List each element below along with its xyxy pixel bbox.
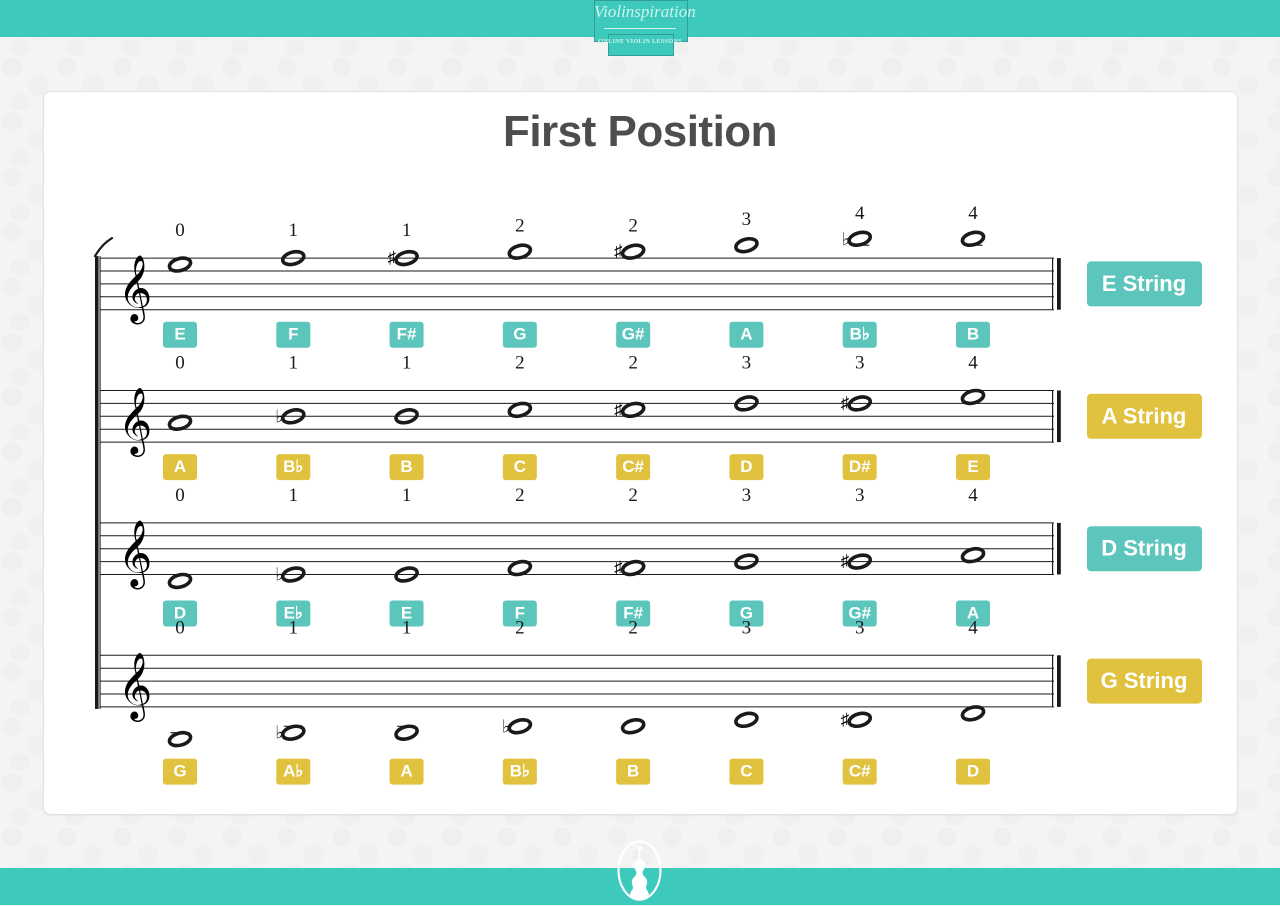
svg-text:D: D [740, 457, 752, 476]
svg-text:D: D [967, 762, 979, 781]
svg-text:B♭: B♭ [510, 762, 530, 781]
svg-text:𝄞: 𝄞 [118, 388, 152, 457]
svg-text:2: 2 [515, 353, 525, 374]
svg-text:0: 0 [175, 617, 185, 638]
svg-text:0: 0 [175, 220, 185, 241]
svg-text:4: 4 [968, 353, 978, 374]
svg-text:A: A [740, 325, 752, 344]
svg-text:B: B [627, 762, 639, 781]
svg-text:0: 0 [175, 485, 185, 506]
svg-text:A: A [174, 457, 186, 476]
svg-text:2: 2 [628, 485, 638, 506]
svg-text:E: E [174, 325, 185, 344]
svg-text:𝄞: 𝄞 [118, 256, 152, 325]
svg-text:1: 1 [402, 220, 412, 241]
svg-text:2: 2 [515, 216, 525, 237]
svg-text:G: G [173, 762, 186, 781]
svg-text:A: A [400, 762, 412, 781]
svg-text:3: 3 [855, 617, 865, 638]
svg-text:F: F [288, 325, 298, 344]
svg-text:2: 2 [628, 617, 638, 638]
svg-text:D#: D# [849, 457, 871, 476]
svg-text:4: 4 [855, 203, 865, 224]
svg-text:3: 3 [742, 617, 752, 638]
svg-text:2: 2 [515, 485, 525, 506]
svg-text:A♭: A♭ [283, 762, 303, 781]
svg-text:1: 1 [402, 353, 412, 374]
svg-text:1: 1 [289, 220, 299, 241]
svg-text:1: 1 [289, 353, 299, 374]
svg-text:1: 1 [289, 485, 299, 506]
svg-text:A String: A String [1102, 403, 1187, 428]
svg-text:B: B [400, 457, 412, 476]
svg-text:3: 3 [742, 485, 752, 506]
svg-text:B♭: B♭ [283, 457, 303, 476]
svg-text:C#: C# [849, 762, 871, 781]
svg-text:3: 3 [855, 353, 865, 374]
svg-text:2: 2 [628, 216, 638, 237]
svg-text:C: C [740, 762, 752, 781]
svg-text:4: 4 [968, 485, 978, 506]
svg-text:1: 1 [402, 485, 412, 506]
svg-text:G: G [513, 325, 526, 344]
svg-text:B♭: B♭ [850, 325, 870, 344]
svg-text:3: 3 [742, 353, 752, 374]
svg-text:E String: E String [1102, 271, 1186, 296]
svg-text:0: 0 [175, 353, 185, 374]
svg-text:1: 1 [289, 617, 299, 638]
svg-text:D String: D String [1101, 536, 1187, 561]
svg-text:C#: C# [622, 457, 644, 476]
svg-text:3: 3 [742, 209, 752, 230]
svg-text:𝄞: 𝄞 [118, 521, 152, 590]
svg-text:B: B [967, 325, 979, 344]
svg-text:4: 4 [968, 617, 978, 638]
svg-text:𝄞: 𝄞 [118, 653, 152, 722]
svg-text:2: 2 [515, 617, 525, 638]
svg-text:F#: F# [397, 325, 417, 344]
svg-text:G String: G String [1101, 668, 1188, 693]
svg-text:G#: G# [622, 325, 645, 344]
svg-text:E: E [967, 457, 978, 476]
svg-text:1: 1 [402, 617, 412, 638]
svg-text:2: 2 [628, 353, 638, 374]
svg-text:C: C [514, 457, 526, 476]
svg-text:4: 4 [968, 203, 978, 224]
svg-text:3: 3 [855, 485, 865, 506]
